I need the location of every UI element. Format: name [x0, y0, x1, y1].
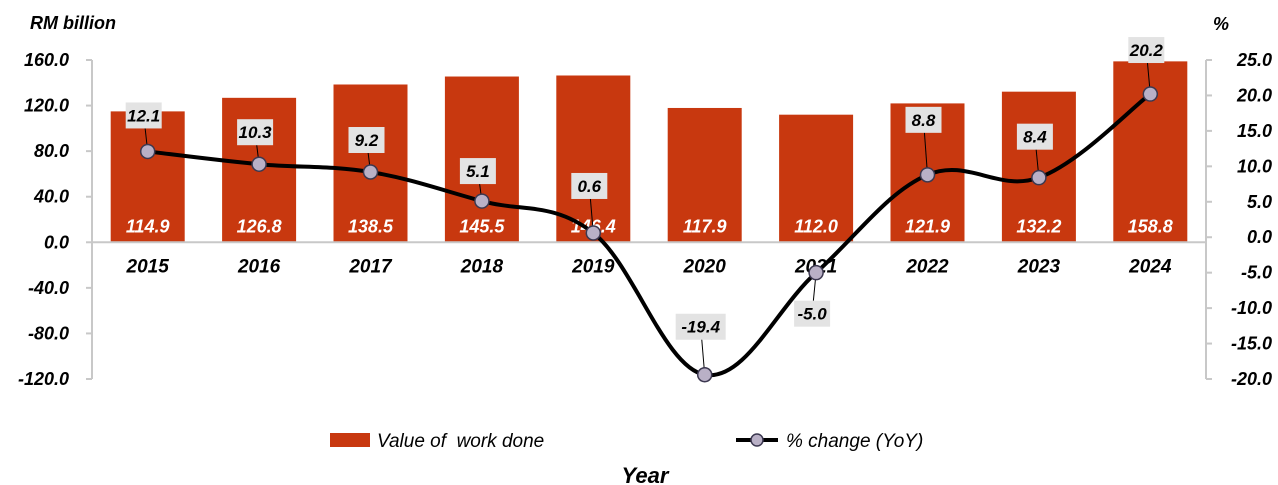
- line-marker: [474, 193, 490, 209]
- line-marker: [919, 167, 936, 183]
- left-tick-label: 0.0: [44, 232, 69, 252]
- legend: Value of work done % change (YoY): [330, 431, 923, 452]
- line-marker: [1142, 86, 1159, 102]
- bar: [556, 75, 631, 243]
- category-label: 2023: [1017, 256, 1061, 277]
- line-value-label: 0.6: [577, 177, 601, 196]
- bar-value-label: 138.5: [348, 216, 394, 236]
- line-marker: [251, 156, 267, 172]
- legend-marker-icon: [750, 433, 764, 447]
- bar-value-label: 112.0: [794, 216, 838, 236]
- category-label: 2020: [683, 256, 727, 277]
- bar-value-label: 158.8: [1128, 216, 1173, 236]
- line-marker: [808, 264, 824, 281]
- right-tick-label: 5.0: [1247, 192, 1272, 212]
- right-axis: 25.0 20.0 15.0 10.0 5.0 0.0 -5.0 -10.0 -15.0 -20.…: [1205, 50, 1272, 389]
- right-tick-label: -10.0: [1231, 298, 1272, 318]
- line-label-box: [125, 102, 162, 129]
- legend-line-label: % change (YoY): [786, 431, 923, 452]
- line-value-label: 8.8: [912, 111, 936, 130]
- legend-bar-swatch: [330, 433, 370, 447]
- line-value-label: 9.2: [355, 131, 379, 150]
- line-marker: [585, 225, 602, 241]
- line-value-label: -5.0: [797, 305, 827, 324]
- left-tick-label: 40.0: [33, 187, 69, 207]
- line-value-label: -19.4: [681, 318, 720, 337]
- right-tick-label: 15.0: [1237, 121, 1272, 141]
- line-value-label: 12.1: [127, 106, 160, 125]
- bar: [779, 114, 854, 243]
- left-tick-label: -40.0: [28, 278, 69, 298]
- bar: [667, 107, 742, 243]
- category-label: 2018: [460, 256, 504, 277]
- left-tick-label: 160.0: [24, 50, 69, 70]
- category-label: 2017: [348, 256, 393, 277]
- left-tick-label: 80.0: [34, 141, 69, 161]
- x-axis-title: Year: [622, 463, 670, 485]
- line-series: [147, 92, 1152, 378]
- line-marker: [362, 164, 379, 180]
- category-label: 2016: [237, 256, 281, 277]
- line-marker: [139, 143, 156, 160]
- legend-bar-label: Value of work done: [377, 431, 544, 452]
- bar-value-label: 126.8: [237, 216, 282, 236]
- line-value-labels: 12.1 10.3 9.2 5.1 0.6 -19.4 -5.0 8.8 8.4 20.2: [125, 37, 1165, 383]
- left-axis: 160.0 120.0 80.0 40.0 0.0 -40.0 -80.0 -120.0: [18, 50, 93, 389]
- left-tick-label: -120.0: [18, 369, 69, 389]
- right-tick-label: -20.0: [1231, 369, 1272, 389]
- y-axis-title: RM billion: [30, 13, 116, 33]
- line-path: [147, 92, 1152, 378]
- line-value-label: 20.2: [1129, 41, 1164, 60]
- bar-value-label: 114.9: [126, 216, 170, 236]
- line-label-box: [794, 300, 831, 327]
- bar: [110, 111, 185, 243]
- line-marker: [696, 366, 713, 383]
- line-marker: [1031, 169, 1047, 186]
- category-labels: 2015201620172018201920202021202220232024: [126, 256, 1172, 277]
- line-value-label: 5.1: [466, 162, 490, 181]
- bar-value-label: 132.2: [1016, 216, 1061, 236]
- bar-series: 114.9126.8138.5145.5146.4117.9112.0121.9…: [92, 61, 1206, 244]
- right-tick-label: -15.0: [1231, 334, 1272, 354]
- bar: [333, 84, 408, 243]
- right-tick-label: 0.0: [1247, 227, 1272, 247]
- right-tick-label: 20.0: [1236, 85, 1272, 105]
- category-label: 2019: [571, 256, 615, 277]
- left-tick-label: -80.0: [28, 323, 69, 343]
- y2-axis-title: %: [1213, 14, 1229, 34]
- line-label-box: [237, 119, 274, 146]
- line-label-box: [459, 158, 496, 185]
- line-label-box: [571, 172, 608, 199]
- category-label: 2015: [126, 256, 170, 277]
- line-label-box: [348, 127, 385, 154]
- bar-value-label: 145.5: [459, 216, 505, 236]
- line-value-label: 10.3: [239, 123, 273, 142]
- bar-value-label: 121.9: [905, 216, 950, 236]
- right-tick-label: 10.0: [1237, 156, 1272, 176]
- line-label-box: [1128, 37, 1165, 64]
- left-tick-label: 120.0: [24, 96, 69, 116]
- category-label: 2024: [1128, 256, 1172, 277]
- line-label-box: [1016, 123, 1053, 150]
- bar-value-label: 117.9: [683, 216, 727, 236]
- line-label-box: [675, 313, 726, 340]
- line-label-box: [905, 106, 942, 133]
- category-label: 2022: [905, 256, 949, 277]
- right-tick-label: -5.0: [1241, 263, 1272, 283]
- right-tick-label: 25.0: [1236, 50, 1272, 70]
- line-value-label: 8.4: [1023, 128, 1047, 147]
